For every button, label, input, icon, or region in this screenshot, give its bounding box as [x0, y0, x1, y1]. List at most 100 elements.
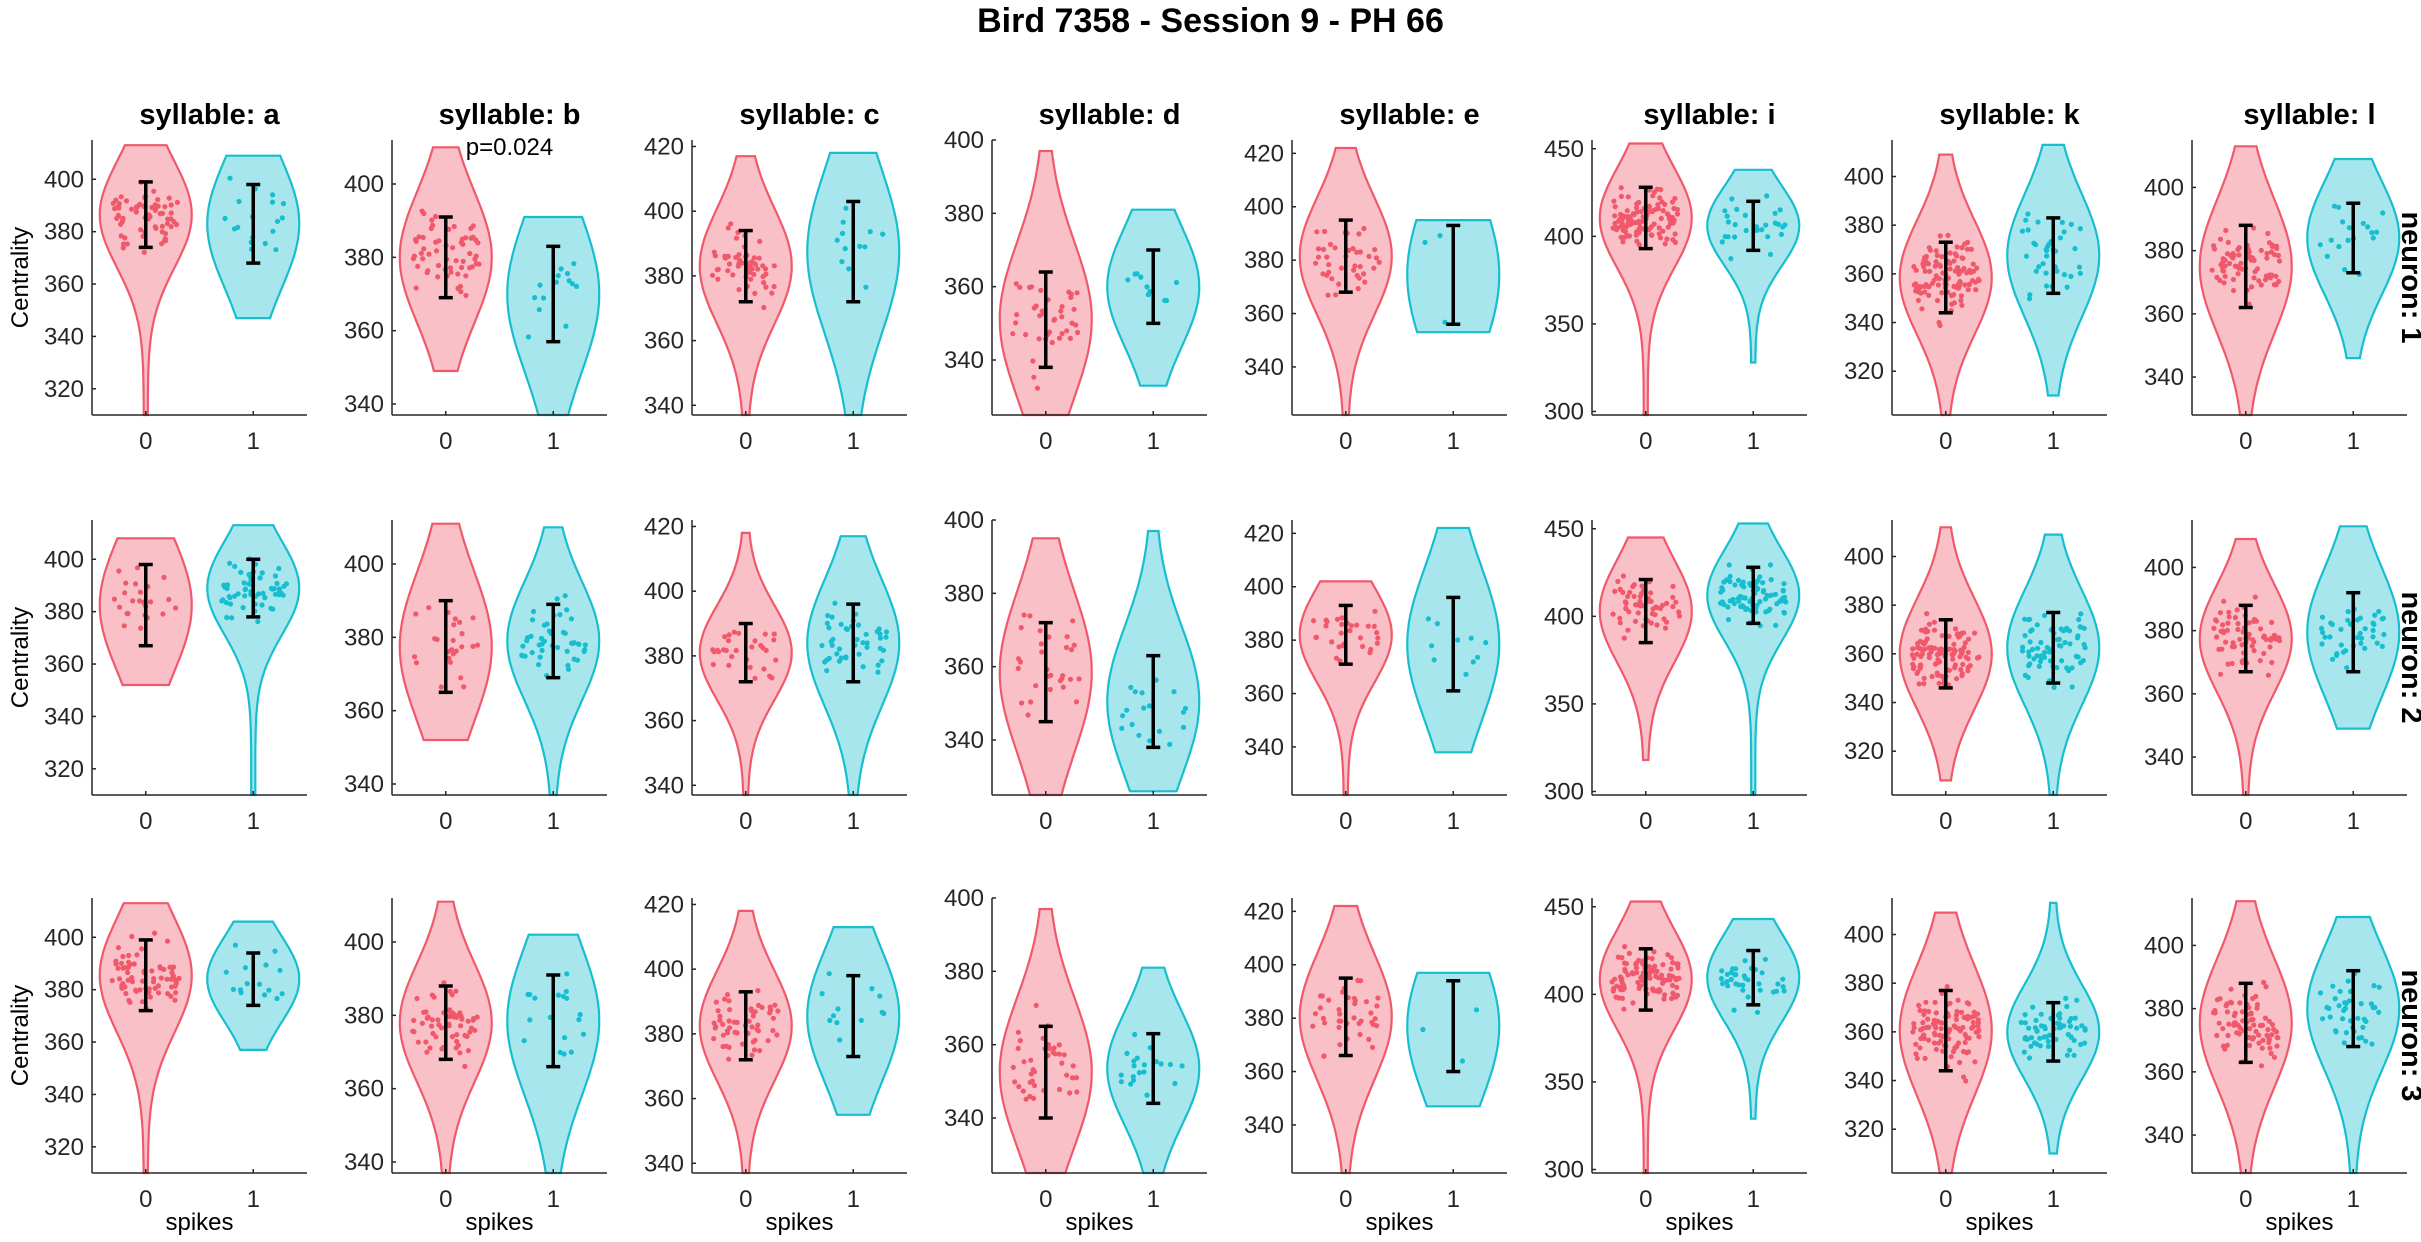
y-tick-label: 320: [1844, 1116, 1884, 1143]
data-point: [416, 234, 422, 240]
data-point: [2222, 273, 2228, 279]
y-tick-label: 450: [1544, 516, 1584, 543]
data-point: [1660, 980, 1666, 986]
y-tick-label: 400: [344, 929, 384, 956]
column-title: syllable: a: [139, 99, 280, 131]
data-point: [1059, 304, 1065, 310]
data-point: [726, 662, 732, 668]
data-point: [1974, 655, 1981, 661]
data-point: [1356, 1020, 1362, 1027]
data-point: [2079, 1023, 2085, 1029]
data-point: [1931, 627, 1938, 633]
data-point: [1975, 1017, 1981, 1023]
data-point: [1375, 995, 1381, 1001]
x-tick-label: 1: [547, 808, 560, 835]
data-point: [1754, 586, 1760, 592]
y-tick-label: 340: [344, 771, 384, 798]
data-point: [453, 1014, 460, 1021]
data-point: [2073, 653, 2079, 659]
data-point: [1719, 585, 1725, 591]
data-point: [1957, 654, 1963, 660]
data-point: [2337, 988, 2343, 994]
data-point: [1144, 284, 1150, 290]
data-point: [1972, 1059, 1978, 1065]
data-point: [1136, 1070, 1143, 1076]
y-tick-label: 380: [644, 263, 684, 290]
data-point: [1370, 1021, 1376, 1027]
data-point: [1959, 245, 1965, 251]
data-point: [1953, 1024, 1959, 1030]
data-point: [2026, 1025, 2032, 1031]
data-point: [558, 266, 564, 272]
data-point: [473, 261, 479, 267]
data-point: [1144, 1092, 1150, 1098]
data-point: [2263, 636, 2269, 643]
y-tick-label: 360: [644, 1086, 684, 1113]
data-point: [528, 633, 534, 640]
data-point: [1620, 589, 1626, 596]
data-point: [2372, 612, 2378, 618]
data-point: [720, 1021, 726, 1027]
data-point: [165, 216, 171, 222]
data-point: [274, 995, 280, 1002]
data-point: [1619, 955, 1625, 961]
data-point: [423, 1039, 429, 1045]
y-tick-label: 340: [644, 392, 684, 419]
data-point: [464, 1033, 470, 1039]
data-point: [448, 269, 454, 275]
data-point: [2234, 1030, 2240, 1036]
data-point: [2338, 642, 2344, 648]
data-point: [2071, 1052, 2077, 1058]
data-point: [161, 574, 167, 581]
data-point: [1312, 1011, 1319, 1017]
data-point: [2256, 1032, 2262, 1038]
data-point: [1965, 649, 1971, 655]
data-point: [130, 598, 136, 604]
data-point: [1473, 1007, 1480, 1013]
data-point: [1725, 983, 1731, 989]
data-point: [1965, 287, 1971, 293]
data-point: [2236, 245, 2242, 251]
data-point: [139, 999, 146, 1005]
data-point: [2034, 1028, 2040, 1034]
data-point: [1920, 1025, 1926, 1032]
data-point: [536, 642, 542, 648]
data-point: [1952, 662, 1958, 668]
data-point: [2246, 301, 2252, 307]
x-tick-label: 0: [739, 808, 752, 835]
data-point: [1076, 676, 1082, 682]
data-point: [1970, 1019, 1976, 1026]
data-point: [223, 600, 229, 606]
data-point: [2249, 643, 2255, 649]
y-tick-label: 340: [2144, 744, 2184, 771]
data-point: [2327, 1014, 2333, 1020]
y-tick-label: 340: [1244, 1112, 1284, 1139]
x-tick-label: 1: [2047, 1186, 2060, 1213]
data-point: [1437, 233, 1443, 239]
data-point: [2259, 1045, 2265, 1051]
data-point: [819, 642, 825, 649]
data-point: [1660, 208, 1666, 214]
y-tick-label: 360: [2144, 681, 2184, 708]
data-point: [2211, 1010, 2217, 1016]
data-point: [1756, 981, 1762, 987]
data-point: [752, 1009, 758, 1015]
x-tick-label: 1: [1747, 1186, 1760, 1213]
data-point: [1617, 211, 1624, 218]
data-point: [1315, 246, 1322, 252]
data-point: [527, 1017, 533, 1023]
y-tick-label: 400: [944, 127, 984, 154]
data-point: [1922, 639, 1928, 645]
data-point: [2362, 645, 2368, 652]
data-point: [1669, 995, 1675, 1002]
data-point: [446, 226, 452, 232]
data-point: [1951, 283, 1957, 289]
data-point: [1635, 610, 1641, 616]
data-point: [863, 284, 869, 290]
data-point: [2239, 1009, 2245, 1015]
data-point: [229, 615, 235, 621]
data-point: [270, 228, 276, 234]
data-point: [2026, 649, 2032, 655]
data-point: [458, 1013, 464, 1019]
